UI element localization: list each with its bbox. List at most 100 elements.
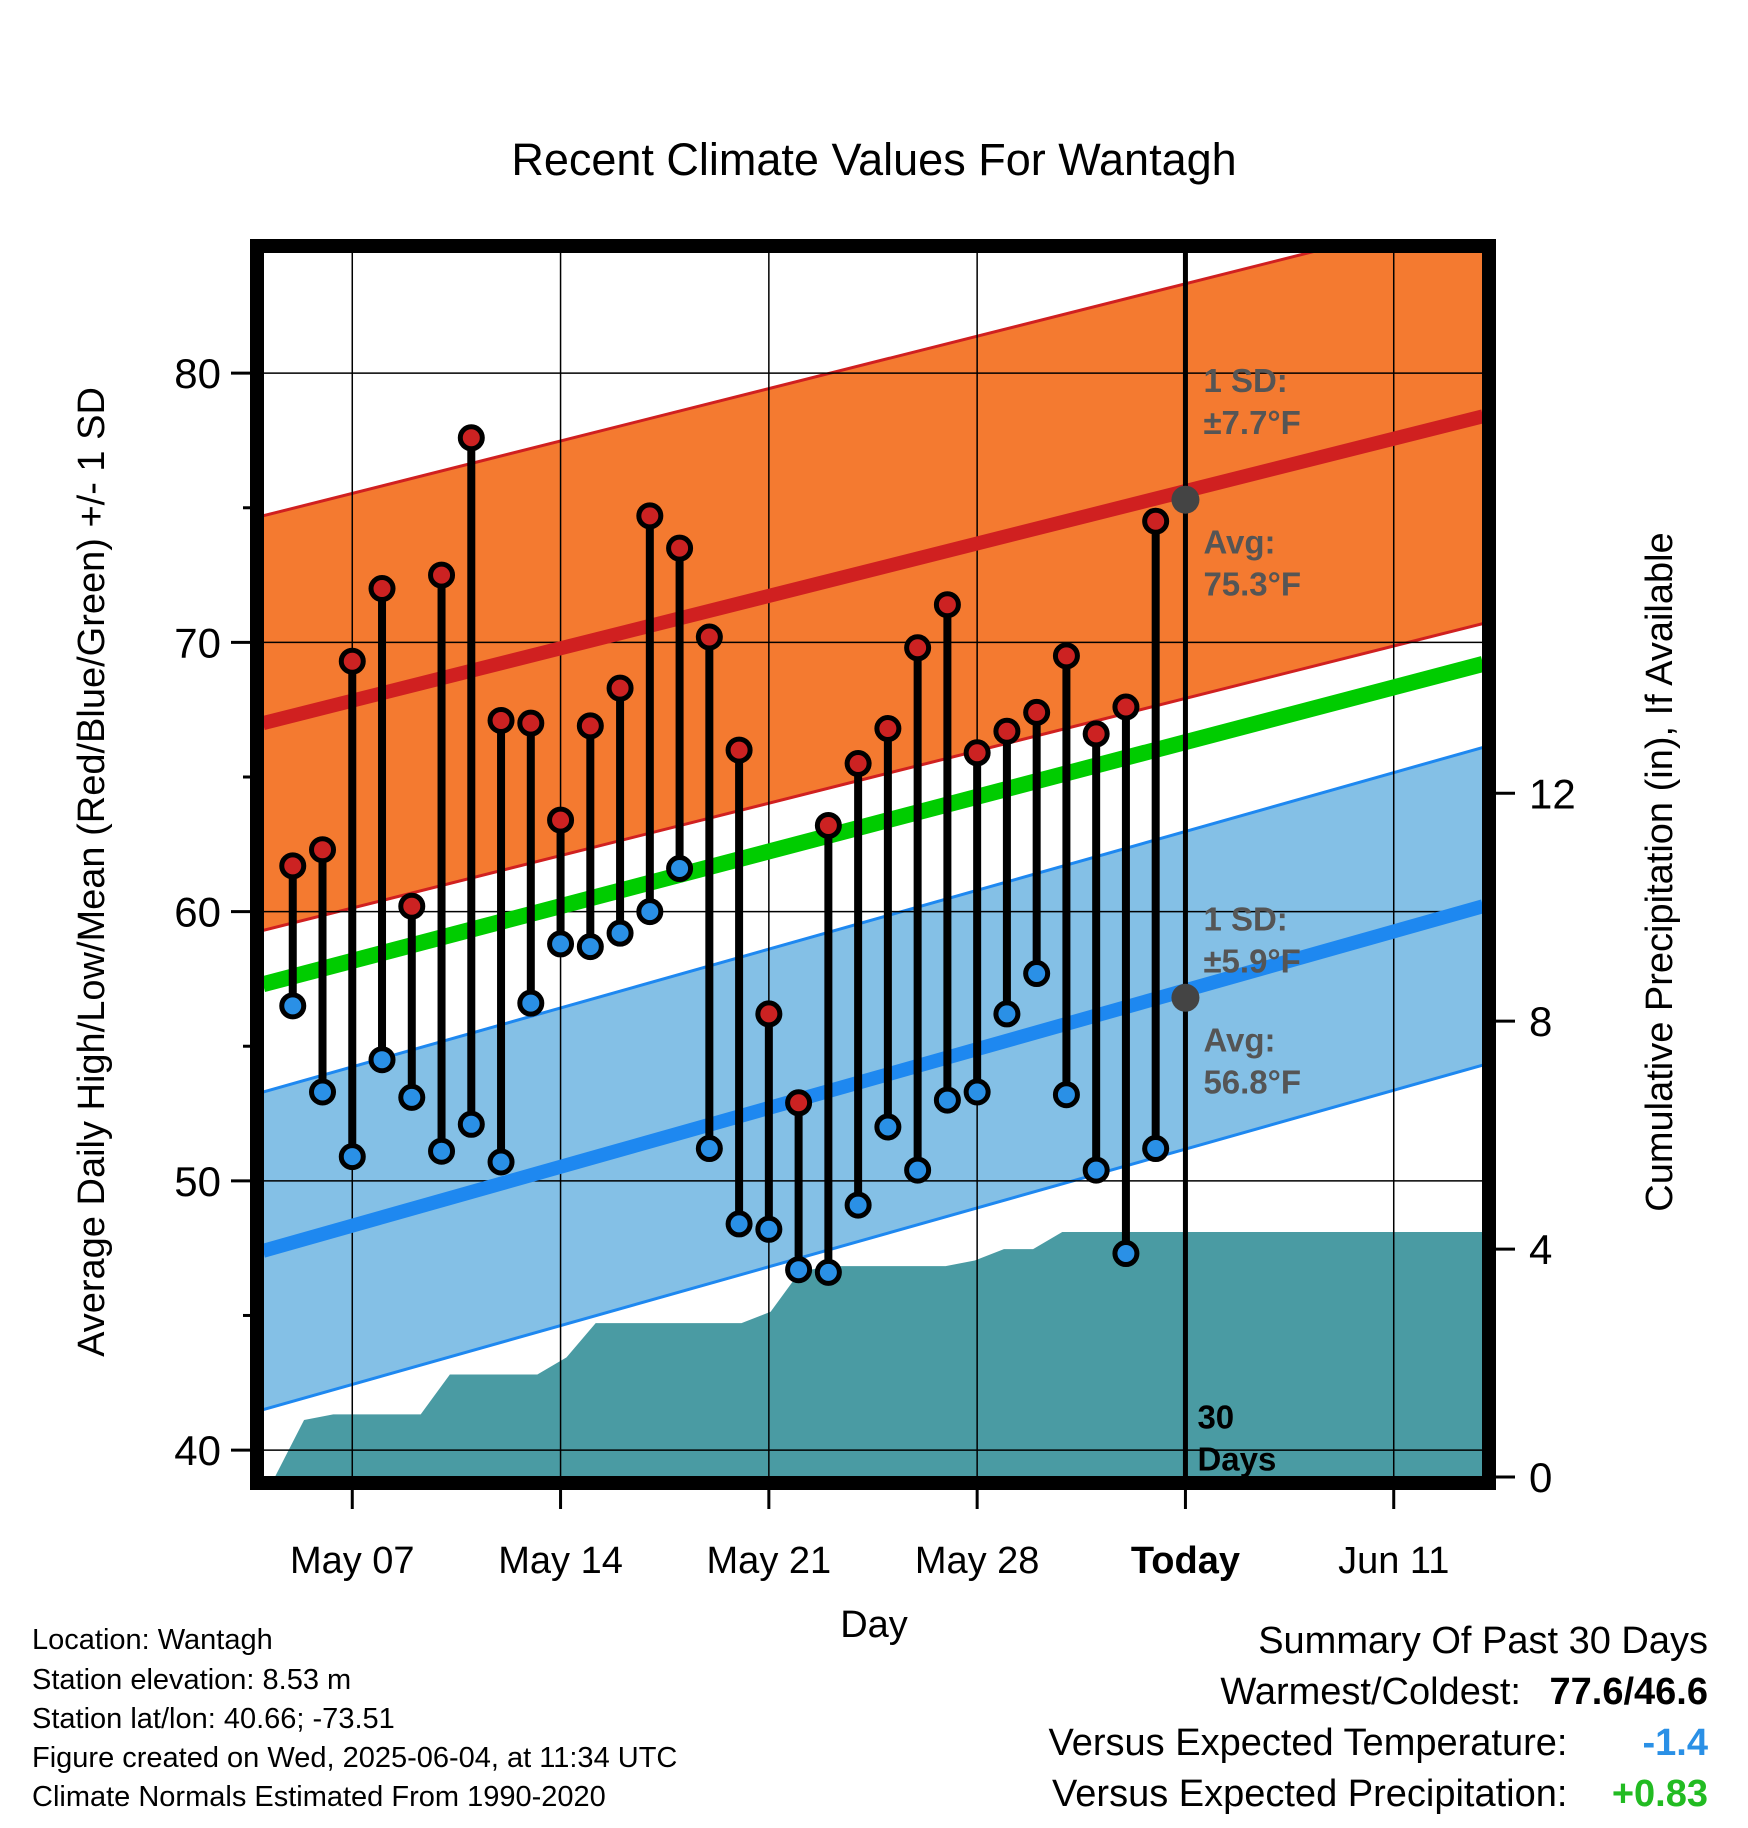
daily-low-point xyxy=(963,1078,991,1106)
high-sd-label-line: ±7.7°F xyxy=(1203,404,1300,441)
info-normals: Climate Normals Estimated From 1990-2020 xyxy=(32,1781,606,1813)
daily-low-point xyxy=(398,1083,426,1111)
daily-low-point xyxy=(517,989,545,1017)
daily-high-point xyxy=(1023,698,1051,726)
daily-low-point xyxy=(279,992,307,1020)
daily-high-point xyxy=(933,591,961,619)
y2-tick-label: 0 xyxy=(1529,1454,1552,1501)
y2-axis-label: Cumulative Precipitation (in), If Availa… xyxy=(1639,532,1681,1211)
daily-low-point xyxy=(695,1135,723,1163)
high-sd-label-line: 1 SD: xyxy=(1203,362,1287,399)
daily-low-point xyxy=(606,919,634,947)
daily-low-point xyxy=(874,1113,902,1141)
daily-low-point xyxy=(904,1156,932,1184)
daily-high-point xyxy=(636,502,664,530)
summary-warmest: Warmest/Coldest: 77.6/46.6 xyxy=(1220,1671,1708,1714)
daily-low-point xyxy=(1112,1240,1140,1268)
chart-title: Recent Climate Values For Wantagh xyxy=(511,134,1236,185)
y-tick-label: 50 xyxy=(174,1158,221,1205)
low-sd-band-upper-edge xyxy=(263,745,1483,1094)
info-created: Figure created on Wed, 2025-06-04, at 11… xyxy=(32,1742,678,1774)
daily-low-point xyxy=(1082,1156,1110,1184)
normal-high-line xyxy=(263,409,1483,730)
daily-high-point xyxy=(785,1089,813,1117)
daily-high-point xyxy=(666,534,694,562)
daily-low-point xyxy=(636,898,664,926)
daily-high-point xyxy=(814,811,842,839)
precip-value: +0.83 xyxy=(1611,1773,1708,1815)
x-tick-label: May 28 xyxy=(915,1540,1040,1582)
high-avg-label-line: 75.3°F xyxy=(1203,566,1301,603)
daily-high-point xyxy=(338,647,366,675)
daily-low-point xyxy=(785,1256,813,1284)
daily-high-point xyxy=(1052,642,1080,670)
daily-high-point xyxy=(576,712,604,740)
daily-high-point xyxy=(904,634,932,662)
low-avg-label: Avg: 56.8°F xyxy=(1203,1022,1301,1101)
daily-low-point xyxy=(1023,960,1051,988)
warmest-value: 77.6/46.6 xyxy=(1549,1671,1708,1713)
daily-high-point xyxy=(1112,693,1140,721)
daily-high-point xyxy=(844,750,872,778)
today-low-avg-point xyxy=(1171,983,1200,1012)
daily-low-point xyxy=(487,1148,515,1176)
low-avg-label-line: Avg: xyxy=(1203,1022,1275,1059)
high-sd-band-upper-edge xyxy=(263,252,1318,518)
summary-temp: Versus Expected Temperature: -1.4 xyxy=(1049,1722,1708,1765)
normal-mean-line xyxy=(263,656,1483,993)
daily-high-point xyxy=(993,717,1021,745)
high-avg-label-line: Avg: xyxy=(1203,524,1275,561)
daily-high-point xyxy=(517,709,545,737)
summary-title: Summary Of Past 30 Days xyxy=(1258,1620,1708,1663)
daily-low-point xyxy=(933,1086,961,1114)
daily-high-point xyxy=(279,852,307,880)
daily-low-point xyxy=(844,1191,872,1219)
daily-low-point xyxy=(993,1000,1021,1028)
plot-frame xyxy=(250,239,1496,1490)
today-days-label-line: Days xyxy=(1197,1441,1276,1478)
summary-title-text: Summary Of Past 30 Days xyxy=(1258,1620,1708,1662)
daily-high-point xyxy=(695,623,723,651)
daily-low-point xyxy=(666,855,694,883)
daily-low-point xyxy=(428,1137,456,1165)
precip-area xyxy=(274,1232,1483,1477)
temp-label: Versus Expected Temperature: xyxy=(1048,1722,1568,1764)
daily-high-point xyxy=(755,1000,783,1028)
y-tick-label: 70 xyxy=(174,619,221,666)
x-tick-label: Jun 11 xyxy=(1338,1540,1449,1582)
info-location: Location: Wantagh xyxy=(32,1624,273,1656)
today-days-label: 30 Days xyxy=(1197,1399,1276,1478)
low-sd-label-line: 1 SD: xyxy=(1203,900,1287,937)
info-elevation: Station elevation: 8.53 m xyxy=(32,1664,352,1696)
daily-high-point xyxy=(963,739,991,767)
daily-high-point xyxy=(606,674,634,702)
daily-low-point xyxy=(457,1110,485,1138)
y-axis-label: Average Daily High/Low/Mean (Red/Blue/Gr… xyxy=(71,387,113,1357)
low-sd-label-line: ±5.9°F xyxy=(1203,942,1300,979)
low-avg-label-line: 56.8°F xyxy=(1203,1064,1301,1101)
y2-tick-label: 4 xyxy=(1529,1226,1552,1273)
daily-high-point xyxy=(547,806,575,834)
summary-precip: Versus Expected Precipitation: +0.83 xyxy=(1052,1773,1708,1816)
daily-low-point xyxy=(368,1046,396,1074)
daily-high-point xyxy=(874,715,902,743)
x-tick-label: May 21 xyxy=(707,1540,832,1582)
daily-low-point xyxy=(547,930,575,958)
y-tick-label: 40 xyxy=(174,1427,221,1474)
daily-low-point xyxy=(576,933,604,961)
y2-tick-label: 8 xyxy=(1529,998,1552,1045)
daily-low-point xyxy=(755,1215,783,1243)
daily-high-point xyxy=(487,706,515,734)
temp-value: -1.4 xyxy=(1642,1722,1708,1764)
x-tick-label: May 14 xyxy=(498,1540,623,1582)
daily-low-point xyxy=(1052,1081,1080,1109)
low-sd-label: 1 SD: ±5.9°F xyxy=(1203,900,1300,979)
high-sd-band-lower-edge xyxy=(263,622,1483,932)
y-tick-label: 60 xyxy=(174,889,221,936)
daily-low-point xyxy=(338,1143,366,1171)
daily-high-point xyxy=(725,736,753,764)
high-avg-label: Avg: 75.3°F xyxy=(1203,524,1301,603)
x-axis-label: Day xyxy=(840,1604,908,1646)
x-tick-label: May 07 xyxy=(290,1540,415,1582)
